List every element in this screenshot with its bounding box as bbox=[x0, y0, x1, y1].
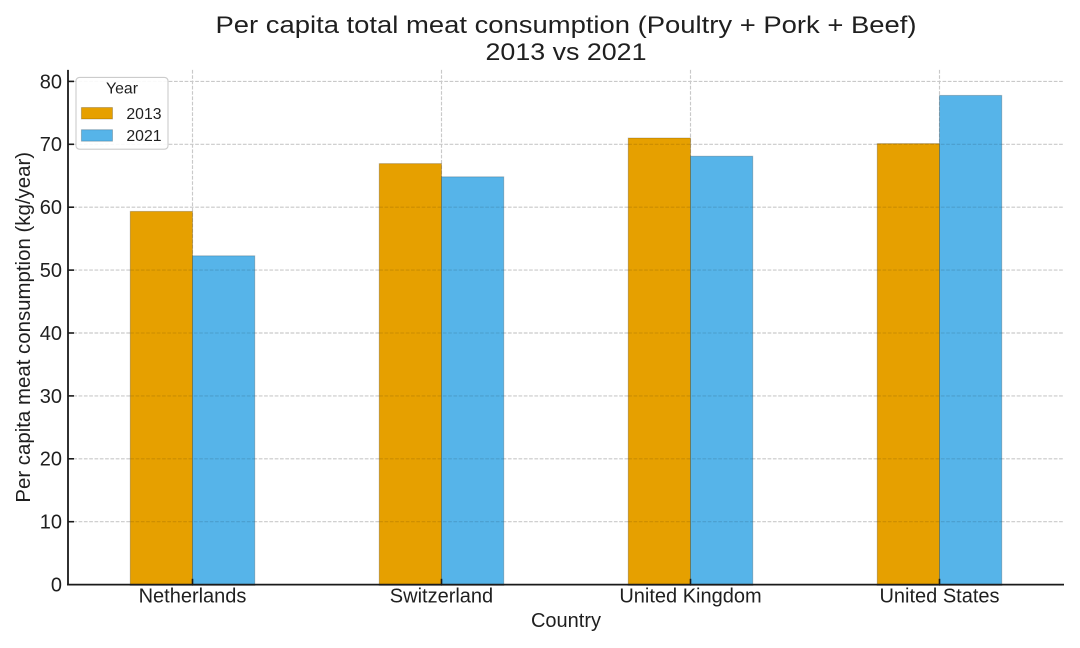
svg-text:United States: United States bbox=[879, 586, 999, 608]
svg-text:0: 0 bbox=[51, 575, 62, 597]
svg-text:United Kingdom: United Kingdom bbox=[619, 586, 761, 608]
svg-text:70: 70 bbox=[40, 134, 62, 156]
svg-text:Netherlands: Netherlands bbox=[139, 586, 247, 608]
svg-text:10: 10 bbox=[40, 512, 62, 534]
svg-text:Per capita meat consumption (k: Per capita meat consumption (kg/year) bbox=[13, 152, 35, 503]
svg-text:2013 vs 2021: 2013 vs 2021 bbox=[486, 39, 647, 66]
svg-text:Per capita total meat consumpt: Per capita total meat consumption (Poult… bbox=[216, 12, 917, 39]
svg-text:Switzerland: Switzerland bbox=[390, 586, 493, 608]
svg-text:20: 20 bbox=[40, 449, 62, 471]
svg-text:80: 80 bbox=[40, 71, 62, 93]
svg-text:50: 50 bbox=[40, 260, 62, 282]
svg-text:40: 40 bbox=[40, 323, 62, 345]
svg-text:30: 30 bbox=[40, 386, 62, 408]
svg-text:Year: Year bbox=[106, 81, 138, 98]
svg-text:2013: 2013 bbox=[126, 106, 161, 123]
svg-text:2021: 2021 bbox=[126, 128, 161, 145]
svg-text:60: 60 bbox=[40, 197, 62, 219]
svg-text:Country: Country bbox=[531, 610, 601, 632]
